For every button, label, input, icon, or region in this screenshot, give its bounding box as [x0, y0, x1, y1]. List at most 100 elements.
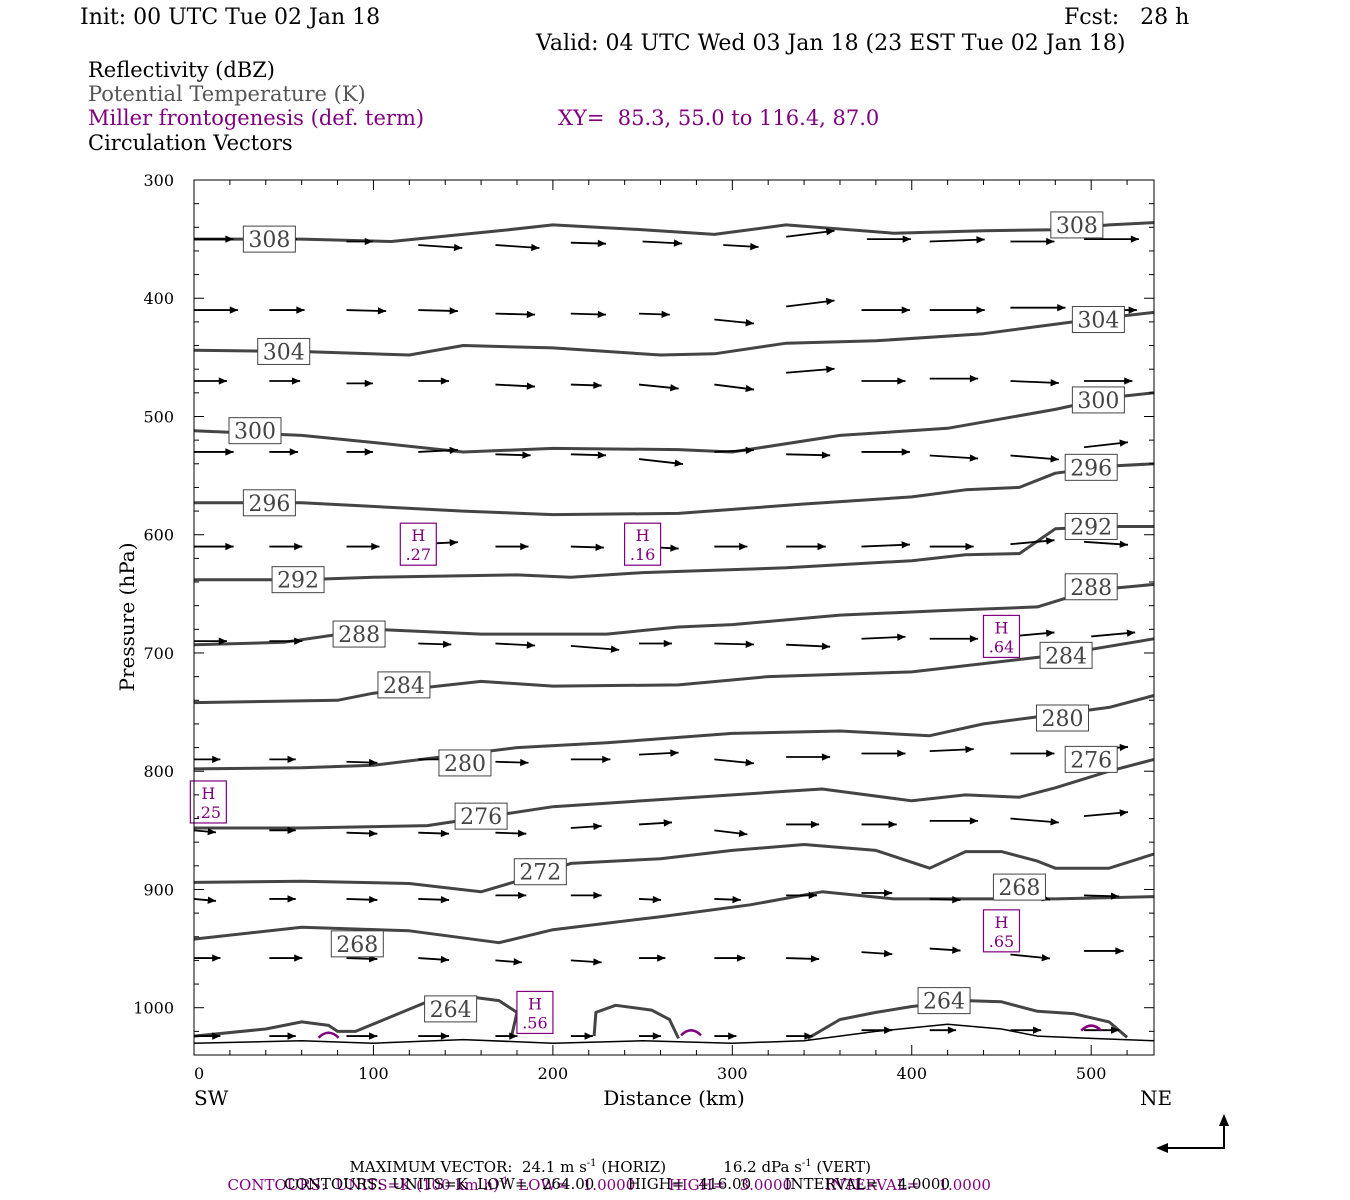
circulation-vector	[418, 829, 450, 838]
frontogenesis-max-marker: H.16	[623, 522, 662, 566]
circulation-vector	[418, 377, 450, 385]
frontogenesis-max-label: H	[995, 618, 1009, 637]
x-axis-right-end: NE	[1140, 1086, 1172, 1110]
circulation-vector	[495, 958, 522, 966]
circulation-vector	[495, 382, 536, 390]
circulation-vector	[861, 633, 906, 641]
circulation-vector	[570, 381, 602, 389]
circulation-vector	[269, 542, 303, 551]
y-tick-label: 700	[143, 644, 174, 663]
x-axis: 0 100 200 300 400 500	[193, 180, 1128, 1083]
circulation-vector	[861, 306, 910, 314]
circulation-vector	[929, 1026, 957, 1034]
circulation-vector	[495, 829, 527, 838]
theta-contour-304	[193, 310, 1155, 357]
circulation-vectors	[193, 228, 1140, 1040]
circulation-vector	[638, 383, 679, 392]
circulation-vector	[194, 542, 234, 551]
x-tick-label: 0	[194, 1064, 204, 1083]
x-tick-label: 100	[358, 1064, 389, 1083]
circulation-vector	[929, 946, 961, 954]
reference-vector-icon	[1156, 1114, 1229, 1153]
frontogenesis-max-value: .25	[196, 803, 221, 822]
circulation-vector	[861, 1026, 893, 1034]
circulation-vector	[786, 642, 831, 650]
frontogenesis-max-label: H	[636, 526, 650, 545]
max-vector-horiz-unit-exp: -1	[586, 1158, 597, 1169]
theta-label-text: 284	[383, 674, 425, 699]
circulation-vector	[639, 954, 666, 962]
circulation-vector	[639, 1032, 662, 1040]
circulation-vector	[194, 235, 234, 243]
theta-label-text: 284	[1045, 644, 1087, 669]
max-vector-line: MAXIMUM VECTOR: 24.1 m s-1 (HORIZ) 16.2 …	[340, 1140, 871, 1175]
frontogenesis-max-label: H	[411, 526, 425, 545]
circulation-vector	[714, 446, 755, 455]
theta-label: 272	[513, 858, 567, 886]
theta-label: 288	[332, 620, 386, 648]
theta-label-text: 300	[234, 420, 276, 445]
theta-label: 264	[424, 995, 478, 1023]
terrain-line	[193, 1023, 1155, 1044]
circulation-vector	[418, 1032, 450, 1040]
circulation-vector	[861, 749, 906, 758]
theta-label-text: 280	[444, 752, 486, 777]
cross-section-xy: XY= 85.3, 55.0 to 116.4, 87.0	[558, 106, 880, 130]
circulation-vector	[194, 637, 227, 645]
frontogenesis-max-marker: H.25	[189, 780, 227, 824]
circulation-vector	[786, 753, 831, 761]
circulation-vector	[495, 542, 529, 551]
frontogenesis-max-marker: H.64	[982, 614, 1021, 659]
circulation-vector	[714, 895, 741, 904]
circulation-vector	[714, 542, 748, 551]
theta-label: 296	[1064, 453, 1118, 481]
circulation-vector	[418, 307, 458, 315]
frontogenesis-max-value: .16	[630, 545, 655, 564]
circulation-vector	[269, 448, 298, 456]
circulation-vector	[193, 827, 217, 836]
circulation-vector	[346, 1032, 378, 1040]
circulation-vector	[723, 242, 759, 251]
theta-label: 300	[228, 417, 282, 445]
frontogenesis-max-value: .27	[406, 545, 431, 564]
circulation-vector	[861, 889, 893, 897]
theta-label: 308	[242, 225, 296, 253]
legend-theta: Potential Temperature (K)	[88, 82, 366, 106]
circulation-vector	[1091, 629, 1136, 638]
theta-label-text: 264	[923, 990, 965, 1015]
circulation-vector	[495, 1032, 518, 1040]
circulation-vector	[786, 891, 817, 900]
circulation-vector	[714, 1032, 737, 1040]
theta-labels: 308 308 304 304 300 300 296 296 292 292 288 288 284 2…	[228, 211, 1125, 1023]
theta-label-text: 296	[248, 492, 290, 517]
theta-label: 296	[242, 489, 296, 517]
y-tick-label: 600	[143, 526, 174, 545]
circulation-vector	[786, 228, 835, 238]
theta-label-text: 292	[277, 569, 319, 594]
frontogenesis-max-marker: H.65	[982, 909, 1021, 953]
circulation-vector	[194, 448, 234, 456]
circulation-vector	[929, 635, 979, 643]
circulation-vector	[714, 640, 754, 648]
circulation-vector	[786, 297, 835, 308]
frontogenesis-max-value: .56	[522, 1013, 547, 1032]
circulation-vector	[786, 365, 835, 374]
theta-contours-line: CONTOURS: UNITS=K LOW= 264.00 HIGH= 416.…	[284, 1175, 950, 1193]
theta-label-text: 280	[1041, 707, 1083, 732]
theta-contour-264	[592, 1003, 680, 1040]
frontogenesis-max-marker: H.27	[399, 522, 437, 566]
theta-label: 276	[1064, 745, 1118, 773]
frontogenesis-contour	[680, 1029, 702, 1037]
frontogenesis-max-label: H	[995, 913, 1009, 932]
circulation-vector	[786, 820, 820, 829]
frontogenesis-maxima: H.27H.16H.64H.25H.65H.56	[189, 522, 1103, 1039]
theta-label: 280	[438, 749, 492, 777]
legend-frontogenesis: Miller frontogenesis (def. term)	[88, 106, 425, 130]
circulation-vector	[638, 458, 684, 467]
theta-label: 292	[271, 566, 325, 594]
circulation-vector	[1010, 237, 1055, 246]
y-axis-label: Pressure (hPa)	[115, 543, 139, 692]
max-vector-vert-tag: (VERT)	[816, 1158, 871, 1176]
fronto-contours-units: CONTOURS: UNITS=K (100 km h)	[227, 1176, 499, 1194]
circulation-vector	[495, 451, 531, 459]
